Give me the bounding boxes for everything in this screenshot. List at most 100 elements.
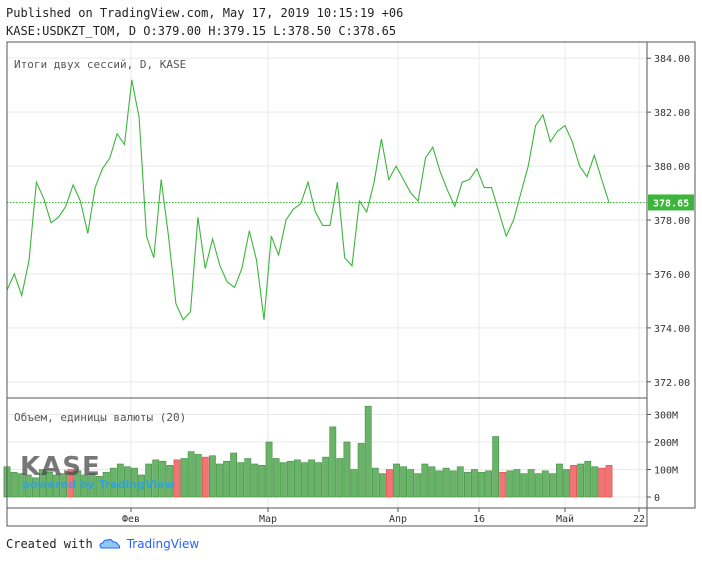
volume-bar (315, 462, 323, 498)
volume-bar (286, 460, 294, 498)
created-with-text: Created with (6, 537, 93, 551)
volume-bar (485, 470, 492, 498)
volume-bar (598, 467, 606, 498)
volume-bar (492, 436, 500, 498)
volume-bar (605, 465, 613, 498)
volume-bar (322, 456, 330, 498)
time-axis-frame (6, 507, 648, 527)
volume-bar (74, 470, 82, 498)
volume-bar (230, 452, 238, 498)
price-axis-label: 380.00 (654, 162, 690, 173)
tradingview-cloud-icon (99, 539, 120, 549)
grid-lines (7, 42, 647, 508)
volume-bar (208, 455, 216, 498)
volume-bar (456, 466, 464, 498)
volume-bar (244, 458, 252, 498)
volume-bar (24, 474, 32, 498)
price-axis-label: 374.00 (654, 324, 690, 335)
volume-bar (357, 443, 365, 498)
last-price-label: 378.65 (653, 198, 689, 209)
volume-bar (10, 471, 18, 498)
volume-bar (116, 463, 124, 498)
volume-bar (109, 467, 117, 498)
volume-bar (471, 469, 478, 498)
volume-bar (534, 473, 542, 498)
volume-bar (577, 463, 585, 498)
volume-axis-label: 200M (654, 438, 678, 449)
volume-bar (46, 471, 53, 498)
volume-bar (364, 405, 372, 498)
volume-bar (591, 466, 599, 498)
volume-bar (237, 462, 245, 498)
tradingview-brand[interactable]: TradingView (126, 537, 200, 551)
volume-bar (343, 441, 351, 498)
volume-bar (570, 465, 577, 498)
volume-bar (216, 463, 223, 498)
volume-bar (499, 471, 507, 498)
volume-bar (428, 466, 436, 498)
volume-pane-title: Объем, единицы валюты (20) (14, 411, 186, 424)
volume-bar (88, 473, 96, 498)
price-axis-label: 376.00 (654, 270, 690, 281)
volume-bar (53, 474, 60, 498)
volume-bar (506, 470, 514, 498)
volume-bar (124, 466, 131, 498)
volume-bar (414, 473, 422, 498)
last-price-badge (648, 194, 694, 211)
volume-bar (329, 426, 337, 498)
volume-bar (293, 459, 301, 498)
volume-bar (463, 471, 471, 498)
volume-axis-label: 0 (654, 493, 660, 504)
volume-bar (17, 473, 25, 498)
volume-bar (258, 465, 266, 498)
time-axis-label: 22 (633, 514, 645, 525)
volume-bar (442, 467, 450, 498)
kase-logo: KASE (20, 452, 101, 482)
volume-bar (527, 469, 535, 498)
price-axis-label: 372.00 (654, 378, 690, 389)
volume-bar (138, 474, 145, 498)
volume-bar (421, 463, 429, 498)
time-axis-label: Фев (122, 514, 140, 525)
volume-bar (60, 473, 68, 498)
price-axis-frame (646, 41, 696, 509)
volume-bar (166, 465, 174, 498)
volume-bar (95, 476, 103, 498)
price-axis-label: 384.00 (654, 54, 690, 65)
time-axis-label: Май (556, 513, 574, 525)
volume-bar (272, 458, 280, 498)
footer: Created with TradingView (6, 537, 199, 551)
time-axis-label: Мар (259, 514, 277, 525)
volume-bar (584, 460, 592, 498)
volume-bar (131, 467, 138, 498)
time-axis-label: 16 (473, 514, 485, 525)
volume-bar (194, 454, 202, 498)
volume-axis-label: 300M (654, 411, 678, 422)
volume-bar (251, 463, 259, 498)
volume-bar (301, 462, 308, 498)
powered-by-tradingview: powered by TradingView (22, 478, 175, 491)
volume-bar (180, 458, 188, 498)
volume-bar (39, 469, 46, 498)
published-header: Published on TradingView.com, May 17, 20… (6, 6, 404, 20)
volume-bar (159, 460, 167, 498)
volume-bar (308, 459, 315, 498)
volume-bar (548, 473, 556, 498)
price-pane-title: Итоги двух сессий, D, KASE (14, 58, 186, 71)
volume-bar (393, 463, 400, 498)
volume-bar (350, 469, 358, 498)
volume-bar (336, 458, 344, 498)
volume-bar (407, 469, 415, 498)
time-axis-label: Апр (389, 514, 407, 525)
volume-bar (187, 451, 195, 498)
volume-bar (102, 471, 110, 498)
volume-bar (152, 459, 160, 498)
volume-bar (173, 459, 181, 498)
volume-bar (223, 460, 230, 498)
symbol-ohlc-line: KASE:USDKZT_TOM, D O:379.00 H:379.15 L:3… (6, 24, 397, 38)
volume-bar (541, 470, 549, 498)
volume-bar (513, 469, 521, 498)
volume-bar (265, 441, 273, 498)
volume-bar (378, 473, 386, 498)
